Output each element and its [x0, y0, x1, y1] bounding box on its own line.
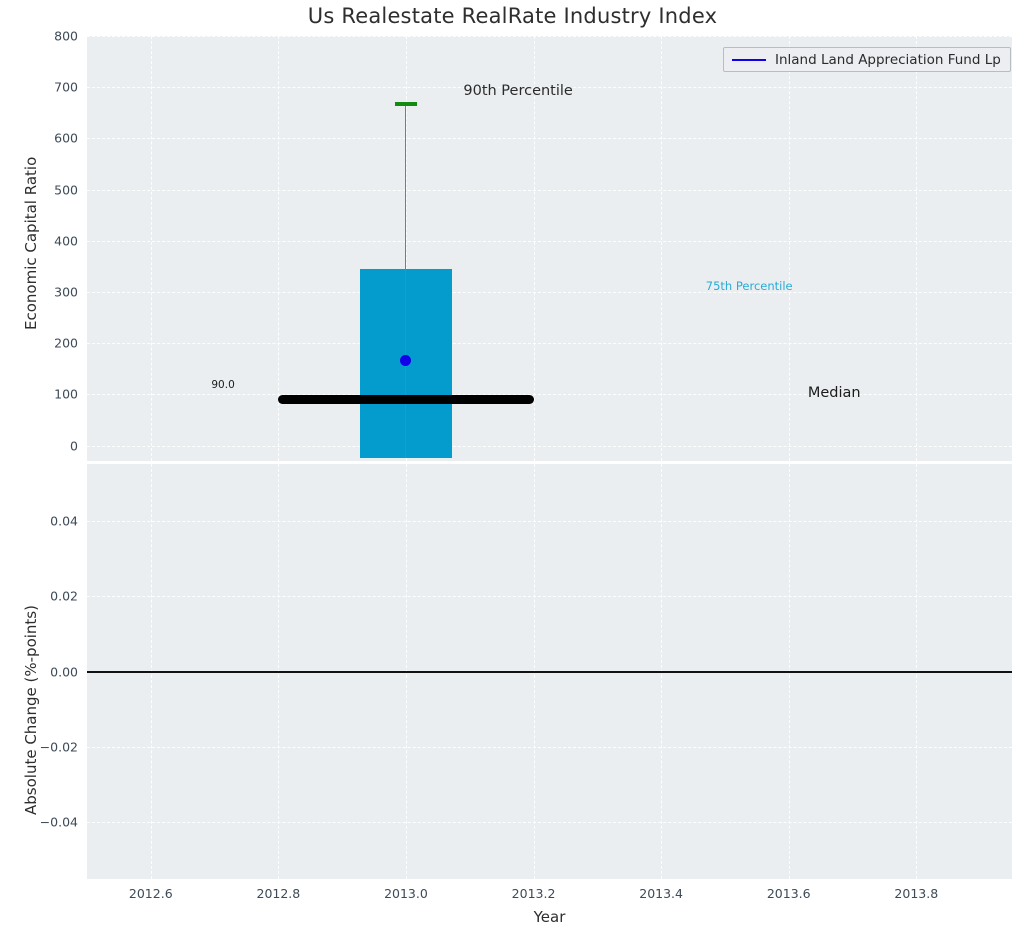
- chart-title: Us Realestate RealRate Industry Index: [307, 4, 718, 28]
- y-tick-label: 500: [54, 182, 78, 198]
- zero-reference-line: [87, 670, 1012, 673]
- y-tick-label: 200: [54, 335, 78, 351]
- y-tick-label: 0.04: [50, 513, 78, 529]
- legend-entry-label: Inland Land Appreciation Fund Lp: [775, 51, 1001, 68]
- whisker-line: [405, 104, 407, 459]
- gridline-horizontal: [87, 822, 1012, 824]
- median-value-label: 90.0: [211, 378, 235, 391]
- annotation-median: Median: [807, 385, 861, 402]
- gridline-horizontal: [87, 596, 1012, 598]
- gridline-horizontal: [87, 240, 1012, 242]
- y-tick-label: 0.00: [50, 664, 78, 679]
- gridline-horizontal: [87, 292, 1012, 294]
- legend-line-swatch: [732, 58, 766, 61]
- x-tick-label: 2013.8: [894, 886, 939, 901]
- whisker-cap-90th-percentile: [394, 102, 417, 107]
- gridline-vertical: [661, 36, 663, 461]
- gridline-vertical: [150, 36, 152, 461]
- gridline-horizontal: [87, 138, 1012, 140]
- gridline-horizontal: [87, 36, 1012, 37]
- y-tick-label: 600: [54, 130, 78, 146]
- gridline-vertical: [788, 36, 790, 461]
- bottom-plot-panel: [87, 464, 1012, 879]
- gridline-horizontal: [87, 445, 1012, 447]
- chart-legend[interactable]: Inland Land Appreciation Fund Lp: [723, 47, 1011, 72]
- y-tick-label: −0.04: [39, 814, 78, 830]
- y-tick-label: 800: [54, 28, 78, 44]
- fund-data-point[interactable]: [400, 354, 412, 366]
- gridline-horizontal: [87, 343, 1012, 345]
- gridline-horizontal: [87, 394, 1012, 396]
- y-tick-label: 300: [54, 284, 78, 300]
- x-tick-label: 2012.8: [256, 886, 301, 901]
- x-tick-label: 2013.6: [766, 886, 811, 901]
- gridline-vertical: [278, 36, 280, 461]
- y-tick-label: 400: [54, 233, 78, 249]
- x-tick-label: 2013.2: [511, 886, 556, 901]
- y-tick-label: 0.02: [50, 588, 78, 604]
- gridline-horizontal: [87, 520, 1012, 522]
- x-tick-label: 2013.0: [384, 886, 428, 901]
- annotation-90th-percentile: 90th Percentile: [463, 83, 573, 100]
- y-tick-label: 0: [70, 438, 78, 454]
- gridline-vertical: [405, 36, 407, 461]
- y-tick-label: 100: [54, 386, 78, 402]
- median-line-marker: [278, 395, 534, 405]
- x-tick-label: 2013.4: [639, 886, 683, 901]
- gridline-vertical: [533, 36, 535, 461]
- gridline-horizontal: [87, 746, 1012, 748]
- bottom-y-axis-label: Absolute Change (%-points): [22, 605, 40, 815]
- gridline-horizontal: [87, 189, 1012, 191]
- y-tick-label: 700: [54, 79, 78, 95]
- x-axis-label: Year: [533, 908, 566, 926]
- y-tick-label: −0.02: [39, 739, 78, 755]
- annotation-75th-percentile: 75th Percentile: [705, 278, 793, 293]
- gridline-vertical: [916, 36, 918, 461]
- x-tick-label: 2012.6: [128, 886, 173, 901]
- top-y-axis-label: Economic Capital Ratio: [22, 156, 40, 330]
- top-plot-panel: 90.0 90th Percentile 75th Percentile Med…: [87, 36, 1012, 461]
- gridline-horizontal: [87, 87, 1012, 89]
